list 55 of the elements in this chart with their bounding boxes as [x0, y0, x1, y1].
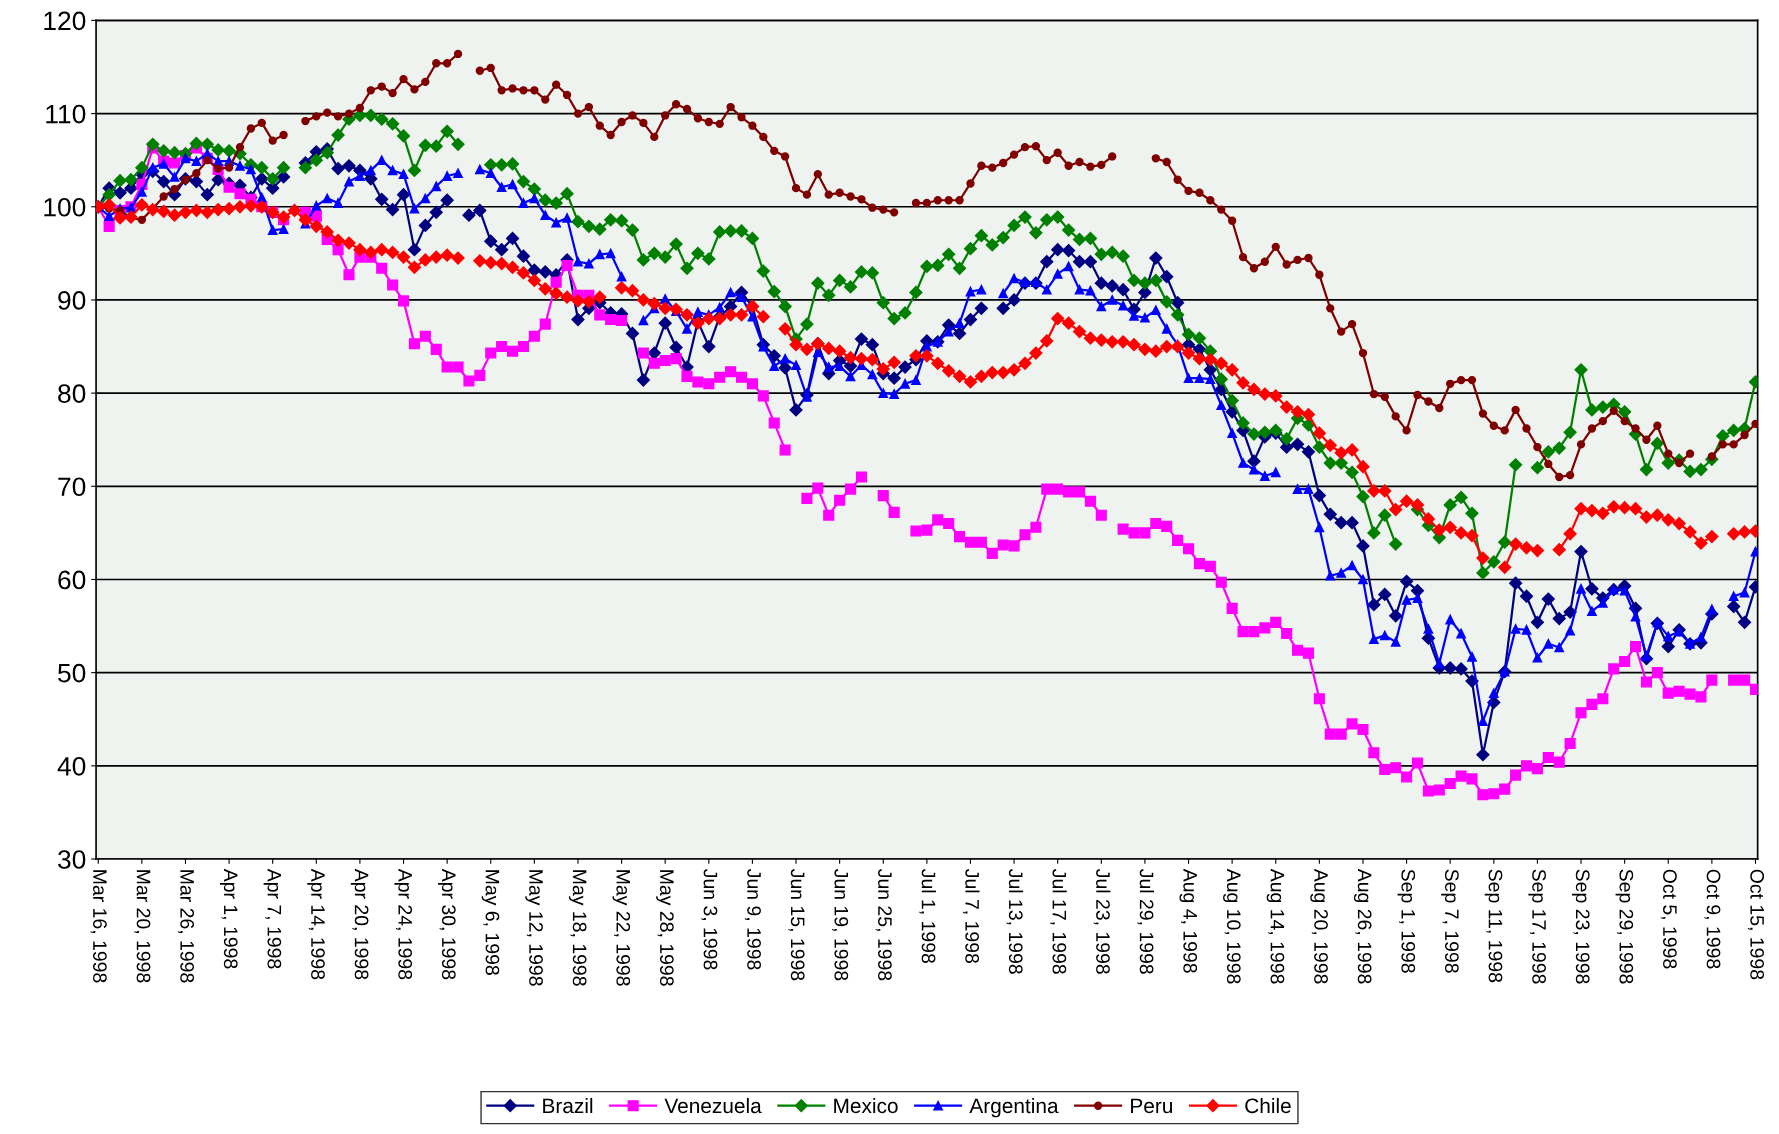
y-tick-label: 40 — [57, 756, 86, 776]
x-tick-label: Sep 23, 1998 — [1571, 869, 1590, 984]
legend-label: Argentina — [969, 1097, 1059, 1118]
y-tick-label: 70 — [58, 477, 86, 497]
x-tick-label: Apr 14, 1998 — [307, 868, 325, 980]
x-tick-label: Apr 20, 1998 — [350, 868, 369, 980]
x-tick-label: May 22, 1998 — [612, 870, 631, 986]
x-tick-label: Apr 7, 1998 — [263, 868, 282, 969]
x-tick-label: Jul 29, 1998 — [1137, 869, 1154, 974]
x-tick-label: Aug 10, 1998 — [1223, 868, 1241, 984]
x-tick-label: Sep 29, 1998 — [1615, 869, 1634, 984]
x-tick-label: Aug 20, 1998 — [1310, 868, 1328, 984]
x-tick-label: Mar 16, 1998 — [90, 870, 107, 983]
x-tick-label: May 28, 1998 — [656, 870, 674, 986]
x-tick-label: Jun 19, 1998 — [832, 869, 849, 981]
y-tick-label: 100 — [44, 197, 86, 217]
x-tick-label: Oct 5, 1998 — [1660, 869, 1677, 969]
x-tick-label: Sep 17, 1998 — [1528, 869, 1546, 984]
legend-label: Mexico — [834, 1097, 898, 1114]
legend-label: Chile — [1245, 1097, 1291, 1114]
x-tick-label: Jun 9, 1998 — [744, 869, 761, 970]
x-tick-label: Jul 17, 1998 — [1050, 869, 1067, 974]
x-tick-label: Mar 20, 1998 — [134, 870, 151, 983]
y-tick-label: 50 — [58, 663, 86, 683]
x-tick-label: Jun 15, 1998 — [788, 869, 805, 981]
x-tick-label: Apr 1, 1998 — [220, 868, 238, 969]
x-tick-label: Jun 3, 1998 — [701, 869, 718, 970]
x-tick-label: May 6, 1998 — [481, 870, 500, 975]
legend-label: Venezuela — [664, 1097, 762, 1114]
x-tick-label: Aug 26, 1998 — [1353, 868, 1372, 984]
x-tick-label: Aug 14, 1998 — [1266, 868, 1285, 984]
y-tick-label: 60 — [58, 570, 86, 590]
y-tick-label: 80 — [58, 384, 86, 403]
x-tick-label: Jul 1, 1998 — [919, 869, 936, 964]
x-tick-label: Oct 9, 1998 — [1704, 869, 1721, 969]
y-tick-label: 120 — [44, 11, 86, 31]
x-tick-label: May 12, 1998 — [525, 870, 543, 986]
x-tick-label: Sep 1, 1998 — [1397, 869, 1416, 973]
x-tick-label: Mar 26, 1998 — [177, 870, 195, 983]
legend-label: Peru — [1131, 1098, 1172, 1114]
x-tick-label: Sep 11, 1998 — [1484, 869, 1503, 983]
x-tick-label: Jul 23, 1998 — [1093, 869, 1111, 974]
x-tick-label: Aug 4, 1998 — [1179, 868, 1198, 973]
x-tick-label: Apr 24, 1998 — [394, 868, 413, 980]
x-tick-label: Oct 15, 1998 — [1747, 869, 1765, 980]
x-tick-label: Sep 7, 1998 — [1441, 869, 1459, 973]
y-tick-label: 90 — [58, 291, 86, 310]
x-tick-label: Jul 13, 1998 — [1006, 869, 1024, 974]
x-tick-label: Jul 7, 1998 — [962, 869, 980, 964]
x-tick-label: May 18, 1998 — [568, 870, 587, 986]
legend-label: Brazil — [543, 1097, 593, 1114]
y-tick-label: 110 — [46, 104, 86, 124]
x-tick-label: Jun 25, 1998 — [875, 869, 892, 981]
y-tick-label: 30 — [58, 850, 86, 869]
x-tick-label: Apr 30, 1998 — [438, 868, 456, 980]
